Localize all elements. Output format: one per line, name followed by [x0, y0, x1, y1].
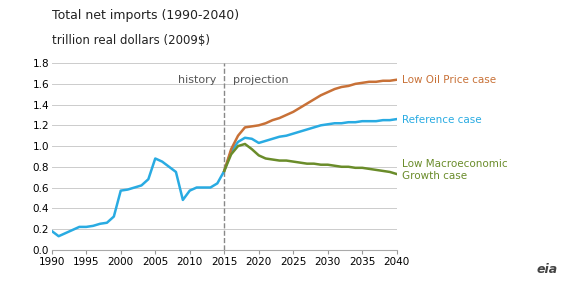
Text: Low Oil Price case: Low Oil Price case	[402, 75, 497, 85]
Text: Total net imports (1990-2040): Total net imports (1990-2040)	[52, 9, 239, 22]
Text: Low Macroeconomic
Growth case: Low Macroeconomic Growth case	[402, 159, 508, 181]
Text: history: history	[178, 75, 216, 85]
Text: trillion real dollars (2009$): trillion real dollars (2009$)	[52, 34, 210, 47]
Text: Reference case: Reference case	[402, 115, 482, 125]
Text: eia: eia	[536, 263, 558, 276]
Text: projection: projection	[232, 75, 288, 85]
